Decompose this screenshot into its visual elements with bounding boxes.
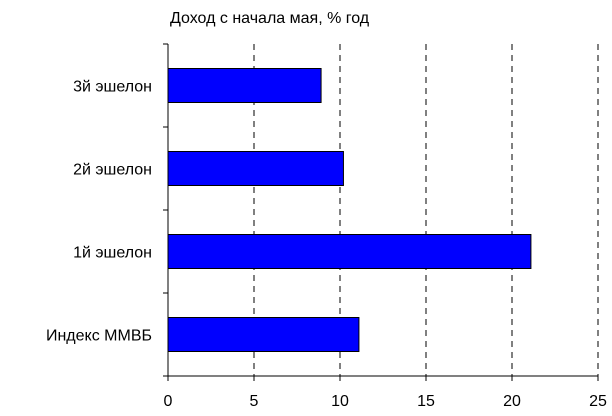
category-label-4: Индекс ММВБ <box>46 328 152 345</box>
bar-1 <box>167 68 322 103</box>
x-tick-labels: 0 5 10 15 20 25 <box>164 393 607 410</box>
chart-title: Доход с начала мая, % год <box>170 10 370 27</box>
x-tick-label-15: 15 <box>417 393 435 410</box>
bar-3 <box>167 234 532 269</box>
category-labels: 3й эшелон 2й эшелон 1й эшелон Индекс ММВБ <box>46 79 152 345</box>
bars <box>167 68 532 352</box>
axes <box>163 43 599 381</box>
category-label-2: 2й эшелон <box>73 162 152 179</box>
x-tick-label-5: 5 <box>250 393 259 410</box>
x-tick-label-10: 10 <box>331 393 349 410</box>
x-tick-label-20: 20 <box>503 393 521 410</box>
bar-4 <box>167 317 360 352</box>
bar-2 <box>167 151 344 186</box>
x-tick-label-25: 25 <box>589 393 607 410</box>
category-label-3: 1й эшелон <box>73 245 152 262</box>
x-tick-label-0: 0 <box>164 393 173 410</box>
category-label-1: 3й эшелон <box>73 79 152 96</box>
